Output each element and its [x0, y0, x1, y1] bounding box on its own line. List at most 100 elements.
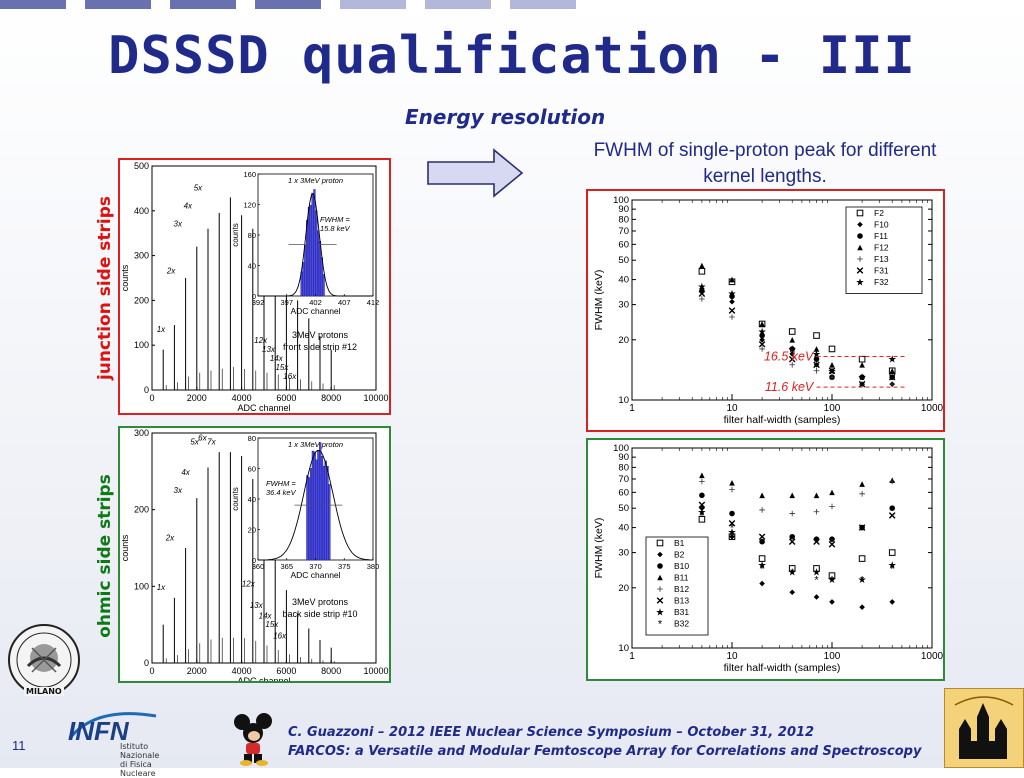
inset-y-tick-label: 120 — [243, 201, 256, 210]
data-point — [759, 507, 765, 513]
inset-fwhm-line1: FWHM = — [320, 215, 350, 224]
inset-histogram-bar — [315, 210, 318, 297]
inset-histogram-bar — [308, 477, 311, 561]
data-point — [829, 599, 835, 605]
x-axis-label: filter half-width (samples) — [724, 414, 841, 426]
data-point — [729, 293, 735, 300]
data-point — [789, 351, 796, 357]
slide-title: DSSSD qualification - III — [108, 26, 916, 86]
data-point — [859, 481, 865, 487]
peak-label: 7x — [207, 438, 216, 447]
data-point — [828, 367, 836, 375]
data-point: ★ — [856, 278, 865, 289]
legend-label: B12 — [674, 584, 689, 594]
data-point — [888, 512, 896, 519]
data-point — [729, 314, 735, 320]
data-point: ★ — [758, 561, 767, 572]
inset-fit-curve — [258, 449, 373, 561]
data-point — [828, 541, 836, 548]
peak-label: 4x — [184, 202, 193, 211]
y-tick-label: 70 — [618, 474, 629, 485]
y-tick-label: 20 — [618, 583, 629, 594]
inset-histogram-bar — [309, 204, 312, 297]
data-point — [858, 355, 866, 363]
inset-x-tick-label: 370 — [309, 562, 322, 571]
y-tick-label: 0 — [144, 658, 149, 668]
data-point: ★ — [758, 327, 767, 338]
inset-y-axis-label: counts — [231, 223, 240, 247]
x-tick-label: 1000 — [921, 403, 943, 414]
data-point — [857, 256, 863, 262]
data-point: * — [790, 567, 795, 579]
data-point: ★ — [788, 344, 797, 355]
data-point — [889, 478, 896, 485]
inset-y-tick-label: 80 — [248, 434, 256, 443]
x-tick-label: 0 — [149, 666, 154, 676]
y-tick-label: 80 — [618, 214, 629, 225]
inset-histogram-bar — [315, 459, 318, 561]
y-tick-label: 200 — [134, 505, 149, 515]
data-point — [813, 492, 820, 499]
inset-y-axis-label: counts — [231, 487, 240, 511]
y-tick-label: 300 — [134, 251, 149, 261]
infn-caption-line1: Istituto Nazionale — [120, 742, 160, 760]
data-point — [859, 604, 865, 610]
data-point — [758, 340, 766, 348]
data-point: ★ — [828, 366, 837, 377]
x-axis-label: filter half-width (samples) — [724, 662, 841, 674]
legend-label: B11 — [674, 573, 689, 583]
inset-histogram-bar — [322, 274, 325, 297]
y-tick-label: 30 — [618, 300, 629, 311]
legend-box — [645, 536, 709, 636]
data-point: ★ — [812, 567, 821, 578]
inset-histogram-bar — [313, 451, 316, 561]
legend-label: B1 — [674, 538, 685, 548]
inset-histogram-bar — [306, 475, 309, 561]
x-tick-label: 100 — [824, 651, 841, 662]
peak-label: 4x — [181, 468, 190, 477]
peak-label: 15x — [265, 620, 279, 629]
inset-histogram-bar — [311, 192, 314, 297]
peak-label: 14x — [270, 354, 284, 363]
spectrum-note-line2: back side strip #10 — [282, 609, 357, 619]
data-point — [789, 510, 796, 517]
data-point: * — [890, 563, 895, 575]
data-point — [813, 346, 820, 352]
politecnico-seal-icon — [8, 624, 80, 696]
data-point — [858, 380, 866, 388]
inset-x-tick-label: 412 — [367, 298, 380, 307]
legend-label: B31 — [674, 607, 689, 617]
x-tick-label: 1 — [629, 403, 635, 414]
y-tick-label: 50 — [618, 503, 629, 514]
inset-histogram-bar — [328, 484, 331, 561]
page-number: 11 — [12, 738, 26, 753]
legend-label: F2 — [874, 208, 884, 218]
data-point — [729, 479, 735, 486]
top-bar-segment — [255, 0, 321, 9]
data-point — [859, 491, 865, 497]
slide-subtitle: Energy resolution — [405, 105, 606, 129]
data-point — [813, 565, 820, 572]
y-tick-label: 200 — [134, 295, 149, 305]
data-point: ★ — [656, 608, 665, 619]
y-tick-label: 300 — [134, 428, 149, 438]
infn-logo: INFN Istituto Nazionale di Fisica Nuclea… — [66, 712, 176, 778]
legend-label: B2 — [674, 550, 685, 560]
legend-box — [845, 206, 923, 294]
data-point — [859, 361, 865, 368]
legend-label: F11 — [874, 231, 888, 241]
y-tick-label: 50 — [618, 255, 629, 266]
y-tick-label: 40 — [618, 523, 629, 534]
data-point — [698, 268, 706, 275]
legend-label: F32 — [874, 277, 889, 287]
data-point: ★ — [858, 373, 867, 384]
spectrum-note-line1: 3MeV protons — [292, 330, 349, 340]
data-point — [759, 321, 765, 327]
y-tick-label: 500 — [134, 161, 149, 171]
data-point — [789, 533, 796, 540]
data-point — [829, 361, 835, 368]
data-point — [729, 486, 735, 493]
inset-histogram-bar — [316, 230, 320, 297]
peak-label: 5x — [190, 438, 199, 447]
